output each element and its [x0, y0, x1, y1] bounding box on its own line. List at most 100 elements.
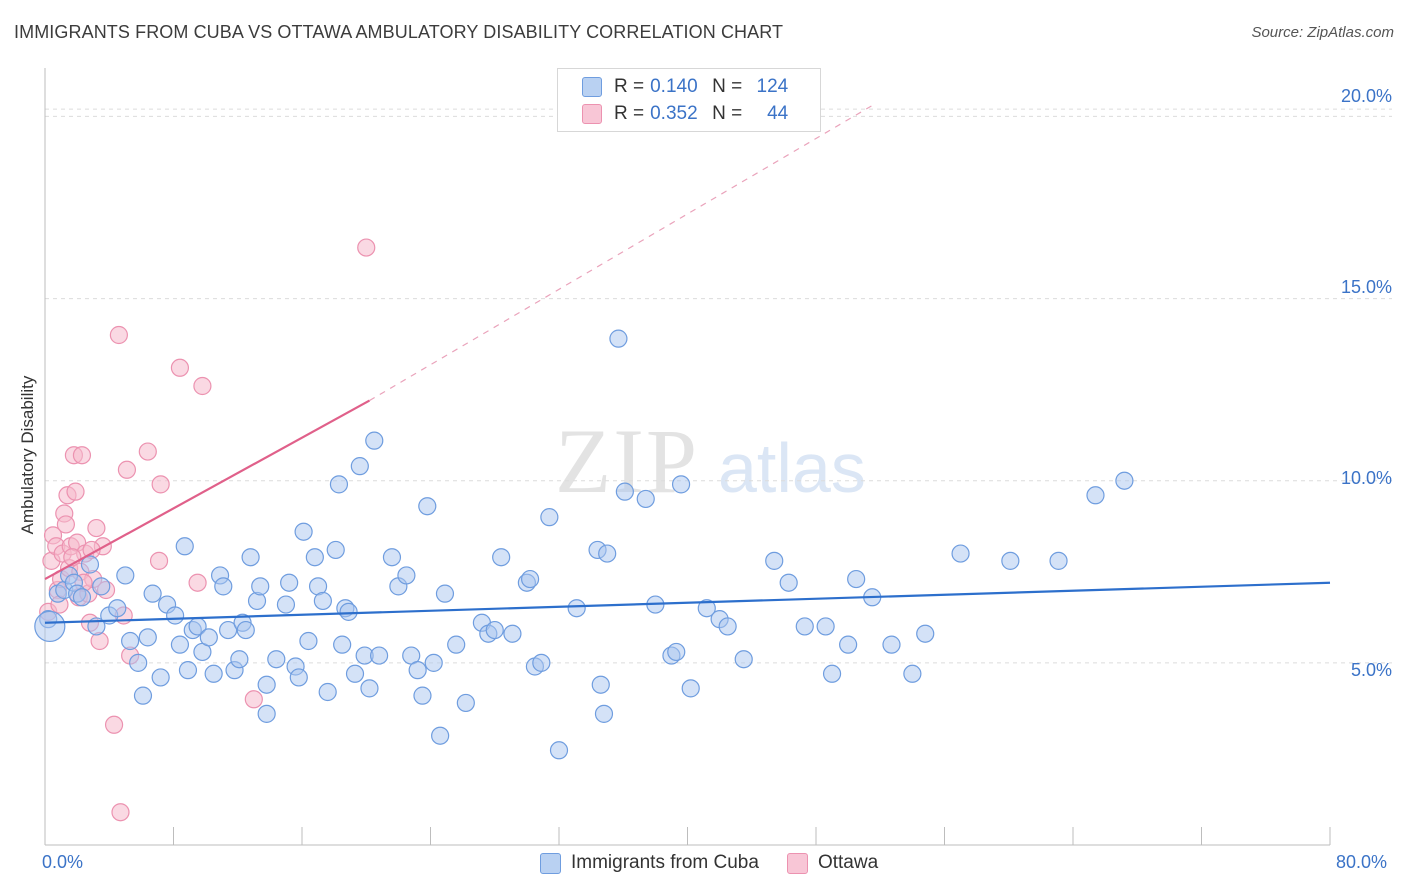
legend-item-cuba[interactable]: Immigrants from Cuba: [540, 852, 759, 874]
n-value: 44: [767, 103, 789, 124]
cuba-point: [178, 661, 198, 680]
cuba-point: [219, 620, 238, 640]
cuba-point: [305, 548, 324, 567]
cuba-point: [408, 661, 427, 680]
cuba-point: [549, 741, 569, 760]
cuba-swatch: [582, 77, 602, 97]
stats-row-cuba: R = 0.140 N = 124: [582, 75, 788, 99]
ottawa-point: [56, 515, 75, 534]
cuba-point: [1049, 551, 1068, 570]
cuba-point: [822, 664, 842, 683]
cuba-point: [251, 577, 270, 596]
cuba-point: [765, 551, 784, 570]
cuba-point: [1115, 471, 1134, 490]
cuba-point: [903, 664, 922, 683]
x-min-label: 0.0%: [42, 852, 84, 872]
cuba-point: [435, 584, 455, 603]
cuba-point: [339, 602, 358, 621]
y-tick-5: 5.0%: [1350, 660, 1392, 680]
cuba-point: [816, 617, 835, 636]
cuba-point: [520, 569, 540, 589]
zipatlas-watermark: ZIP atlas: [555, 410, 866, 512]
cuba-point: [326, 540, 345, 560]
cuba-point: [116, 566, 135, 585]
cuba-point: [839, 635, 858, 654]
r-label: R =: [614, 76, 645, 97]
cuba-trend-line: [44, 581, 1331, 624]
ottawa-point: [151, 475, 170, 494]
ottawa-point: [188, 573, 207, 592]
y-tick-20: 20.0%: [1340, 86, 1392, 106]
legend-label-ottawa: Ottawa: [817, 852, 879, 873]
cuba-point: [413, 686, 432, 705]
ottawa-points: [39, 238, 376, 822]
trend-lines: [44, 104, 1331, 624]
cuba-point: [236, 620, 255, 640]
ottawa-legend-swatch: [786, 852, 808, 874]
ottawa-point: [193, 376, 212, 396]
cuba-point: [370, 646, 389, 665]
cuba-point: [424, 653, 443, 672]
ottawa-point: [87, 518, 106, 538]
ottawa-point: [72, 446, 92, 465]
cuba-point: [230, 650, 249, 669]
cuba-point: [598, 544, 617, 563]
cuba-legend-swatch: [540, 852, 561, 874]
ottawa-trend-line: [44, 399, 370, 581]
cuba-point: [129, 653, 148, 672]
cuba-point: [615, 482, 634, 501]
cuba-point: [594, 704, 614, 723]
cuba-point: [365, 431, 384, 450]
cuba-point: [92, 577, 111, 596]
cuba-point: [333, 635, 352, 654]
r-label: R =: [614, 103, 645, 124]
ottawa-point: [357, 238, 376, 257]
ottawa-point: [170, 358, 190, 377]
cuba-point: [418, 497, 437, 516]
y-tick-15: 15.0%: [1340, 277, 1392, 297]
cuba-point: [447, 635, 466, 654]
cuba-point: [397, 566, 416, 585]
ottawa-point: [111, 803, 130, 822]
cuba-point: [313, 591, 332, 611]
cuba-point: [456, 693, 475, 713]
cuba-point: [241, 548, 260, 567]
ottawa-point: [149, 551, 169, 570]
cuba-point: [121, 631, 140, 651]
cuba-point: [280, 573, 299, 592]
cuba-point: [143, 584, 162, 603]
cuba-point: [276, 595, 296, 614]
cuba-point: [257, 704, 276, 723]
x-max-label: 80.0%: [1336, 852, 1388, 872]
cuba-point: [681, 679, 700, 698]
cuba-point: [329, 475, 349, 494]
cuba-point: [636, 489, 655, 509]
y-tick-10: 10.0%: [1340, 468, 1392, 488]
ottawa-point: [109, 325, 128, 345]
cuba-point: [267, 650, 286, 669]
cuba-point: [175, 537, 194, 556]
cuba-point: [492, 548, 511, 567]
cuba-point: [532, 653, 551, 672]
cuba-point: [671, 475, 691, 494]
cuba-point: [289, 668, 308, 687]
cuba-point: [718, 617, 737, 636]
cuba-point: [166, 606, 185, 625]
source-label: Source: ZipAtlas.com: [1251, 24, 1394, 41]
stats-legend: R = 0.140 N = 124 R = 0.352 N = 44: [557, 68, 821, 132]
cuba-point: [138, 628, 157, 647]
cuba-point: [1086, 486, 1105, 505]
cuba-point: [795, 617, 814, 636]
cuba-point: [431, 726, 450, 745]
cuba-point: [847, 569, 866, 589]
legend-item-ottawa[interactable]: Ottawa: [786, 852, 879, 874]
n-label: N =: [712, 76, 743, 97]
cuba-point: [609, 329, 628, 348]
cuba-point: [1001, 551, 1020, 570]
axes: [44, 68, 1331, 846]
svg-text:atlas: atlas: [718, 429, 866, 507]
cuba-point: [108, 599, 127, 618]
cuba-point: [503, 624, 522, 643]
n-label: N =: [712, 103, 743, 124]
